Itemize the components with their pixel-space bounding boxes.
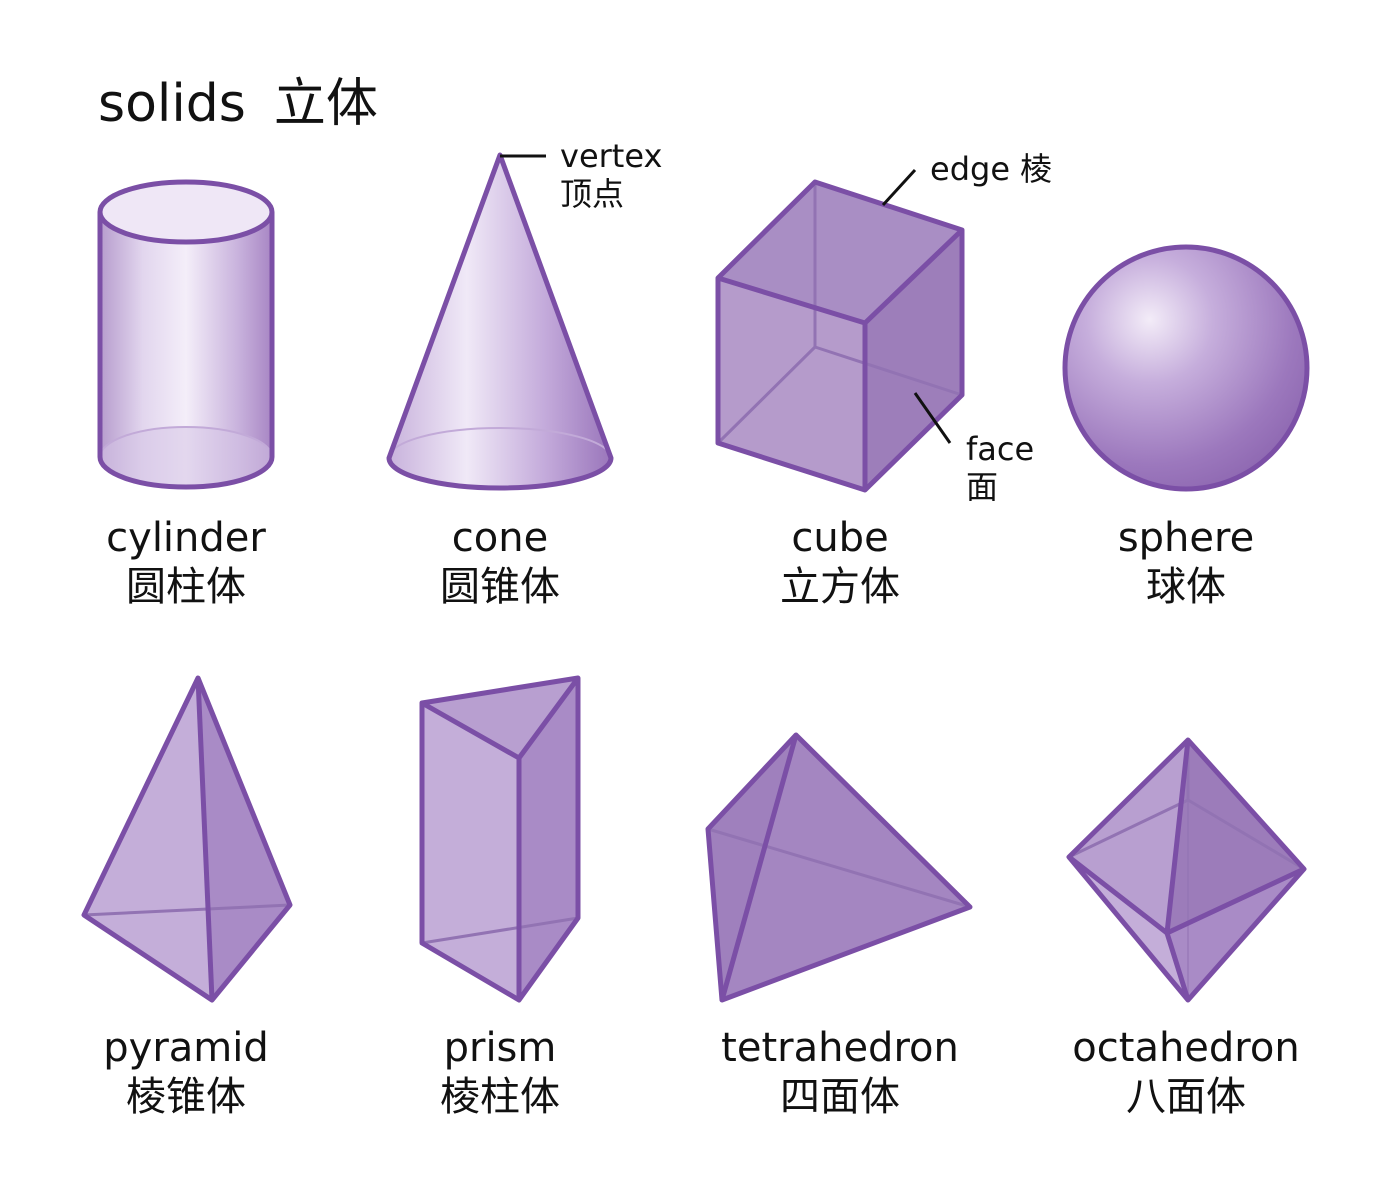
label-en: cylinder [106,515,266,561]
face-label-zh: 面 [966,468,999,506]
edge-label-zh: 棱 [1020,150,1053,188]
edge-label-en: edge [930,150,1010,188]
label-prism: prism 棱柱体 [350,1024,650,1122]
label-zh: 棱锥体 [126,1074,246,1120]
label-cylinder: cylinder 圆柱体 [36,514,336,612]
sphere-shape [1062,244,1310,492]
face-leader-line [913,392,952,444]
label-zh: 圆柱体 [126,564,246,610]
callout-vertex: vertex 顶点 [560,137,662,213]
edge-leader-line [881,168,917,207]
label-zh: 立方体 [780,564,900,610]
cylinder-shape [97,179,275,490]
vertex-label-en: vertex [560,137,663,175]
label-zh: 四面体 [780,1074,900,1120]
label-zh: 圆锥体 [440,564,560,610]
label-pyramid: pyramid 棱锥体 [36,1024,336,1122]
page-title: solids 立体 [98,74,378,134]
pyramid-shape [81,675,293,1003]
label-octahedron: octahedron 八面体 [1036,1024,1336,1122]
label-en: cube [791,515,889,561]
label-cone: cone 圆锥体 [350,514,650,612]
label-zh: 球体 [1146,564,1226,610]
tetrahedron-shape [705,732,973,1003]
label-en: tetrahedron [721,1025,959,1071]
label-zh: 棱柱体 [440,1074,560,1120]
callout-face: face 面 [966,430,1034,506]
cube-shape [715,179,965,493]
octahedron-shape [1066,737,1307,1003]
label-tetrahedron: tetrahedron 四面体 [690,1024,990,1122]
label-en: prism [443,1025,557,1071]
label-cube: cube 立方体 [690,514,990,612]
prism-shape [419,675,581,1003]
label-en: pyramid [103,1025,269,1071]
face-label-en: face [966,430,1035,468]
label-zh: 八面体 [1126,1074,1246,1120]
callout-edge: edge 棱 [930,150,1052,188]
vertex-label-zh: 顶点 [560,175,625,213]
title-zh: 立体 [273,74,378,134]
cone-shape [386,152,614,491]
label-en: octahedron [1072,1025,1300,1071]
title-en: solids [98,74,246,134]
label-en: cone [451,515,549,561]
label-sphere: sphere 球体 [1036,514,1336,612]
label-en: sphere [1117,515,1255,561]
